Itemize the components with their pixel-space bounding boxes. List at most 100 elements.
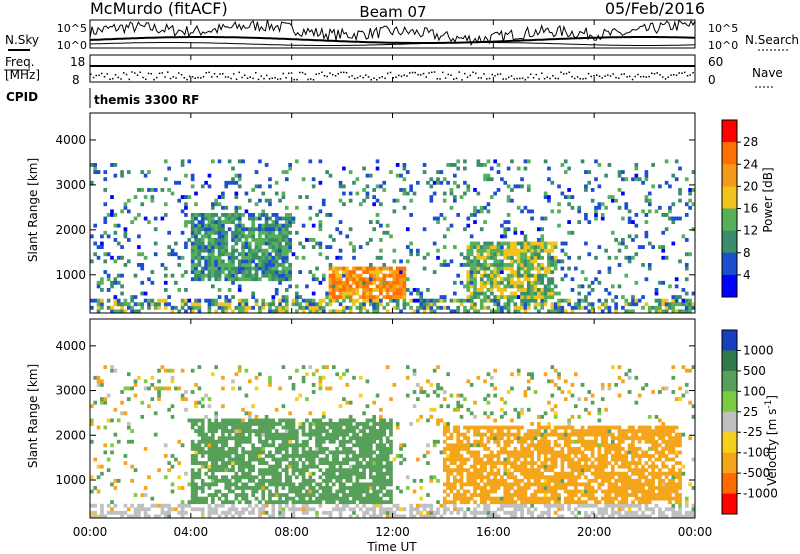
velocity-cell <box>321 493 326 497</box>
velocity-cell <box>395 503 400 508</box>
power-cell <box>194 266 198 271</box>
velocity-cell <box>157 397 161 402</box>
velocity-cell <box>553 443 558 448</box>
power-cell <box>533 241 538 246</box>
velocity-cell <box>96 464 101 469</box>
power-cell <box>140 280 145 285</box>
velocity-cell <box>221 418 225 423</box>
power-cell <box>644 234 649 239</box>
power-cell <box>547 255 551 260</box>
velocity-cell <box>200 464 205 469</box>
power-cell <box>180 305 185 310</box>
power-cell <box>90 305 94 310</box>
power-cell <box>197 309 202 313</box>
velocity-cell <box>291 446 296 451</box>
power-cell <box>644 173 649 178</box>
velocity-cell <box>345 468 350 473</box>
power-cell <box>530 255 534 260</box>
velocity-cell <box>530 372 534 377</box>
power-cell <box>614 305 618 310</box>
velocity-cell <box>328 500 333 505</box>
velocity-cell <box>395 507 400 512</box>
velocity-cell <box>489 436 494 441</box>
velocity-cell <box>496 457 501 462</box>
power-cell <box>311 238 316 242</box>
velocity-cell <box>489 450 494 455</box>
velocity-cell <box>214 507 219 512</box>
velocity-cell <box>577 397 582 402</box>
velocity-cell <box>379 496 383 501</box>
velocity-cell <box>254 486 259 490</box>
velocity-cell <box>204 461 208 465</box>
velocity-cell <box>284 478 289 483</box>
velocity-cell <box>315 422 319 426</box>
velocity-cell <box>190 493 195 497</box>
power-cell <box>237 213 242 217</box>
velocity-cell <box>486 414 491 419</box>
velocity-cell <box>110 368 114 373</box>
velocity-cell <box>610 489 615 494</box>
velocity-cell <box>214 475 219 480</box>
velocity-cell <box>221 429 225 434</box>
power-cell <box>338 291 343 296</box>
velocity-cell <box>338 486 343 490</box>
power-cell <box>516 266 521 271</box>
power-cell <box>426 305 430 310</box>
velocity-cell <box>503 439 508 444</box>
power-cell <box>207 227 212 232</box>
velocity-cell <box>321 422 326 426</box>
power-cell <box>634 213 639 217</box>
power-cell <box>496 295 501 300</box>
velocity-cell <box>268 379 272 384</box>
velocity-cell <box>237 432 242 437</box>
velocity-cell <box>456 446 461 451</box>
velocity-cell <box>274 429 279 434</box>
velocity-cell <box>453 503 457 508</box>
velocity-cell <box>338 404 343 409</box>
power-cell <box>130 295 134 300</box>
velocity-cell <box>335 493 340 497</box>
velocity-cell <box>466 457 471 462</box>
power-cell <box>405 259 410 264</box>
power-cell <box>214 273 219 278</box>
velocity-cell <box>268 468 272 473</box>
velocity-cell <box>567 500 571 505</box>
power-cell <box>244 309 249 313</box>
power-cell <box>560 248 565 253</box>
power-cell <box>671 295 676 300</box>
power-cell <box>281 270 286 275</box>
power-cell <box>355 298 360 303</box>
freq-nave-panel: Freq. [MHz] 18 8 60 0 Nave <box>4 54 783 88</box>
power-cell <box>197 259 202 264</box>
velocity-cell <box>278 461 282 465</box>
velocity-cell <box>516 432 521 437</box>
velocity-cell <box>587 390 592 394</box>
velocity-cell <box>426 514 430 518</box>
power-cell <box>271 238 276 242</box>
power-cell <box>496 270 501 275</box>
power-cell <box>197 270 202 275</box>
power-cell <box>429 198 434 203</box>
velocity-cell <box>318 432 323 437</box>
velocity-cell <box>469 471 474 476</box>
velocity-cell <box>557 432 561 437</box>
velocity-cell <box>489 500 494 505</box>
velocity-cell <box>328 439 333 444</box>
power-cell <box>167 302 171 307</box>
power-cell <box>543 284 548 289</box>
power-cell <box>217 277 222 282</box>
power-cell <box>379 302 383 307</box>
velocity-cell <box>456 432 461 437</box>
velocity-cell <box>335 454 340 458</box>
power-cell <box>247 259 252 264</box>
power-cell <box>247 245 252 250</box>
power-cell <box>295 302 299 307</box>
velocity-cell <box>358 446 363 451</box>
power-cell <box>187 220 192 225</box>
power-cell <box>271 234 276 239</box>
power-cell <box>479 205 484 210</box>
velocity-cell <box>133 493 138 497</box>
velocity-cell <box>274 436 279 441</box>
power-cell <box>537 302 541 307</box>
power-cell <box>237 234 242 239</box>
